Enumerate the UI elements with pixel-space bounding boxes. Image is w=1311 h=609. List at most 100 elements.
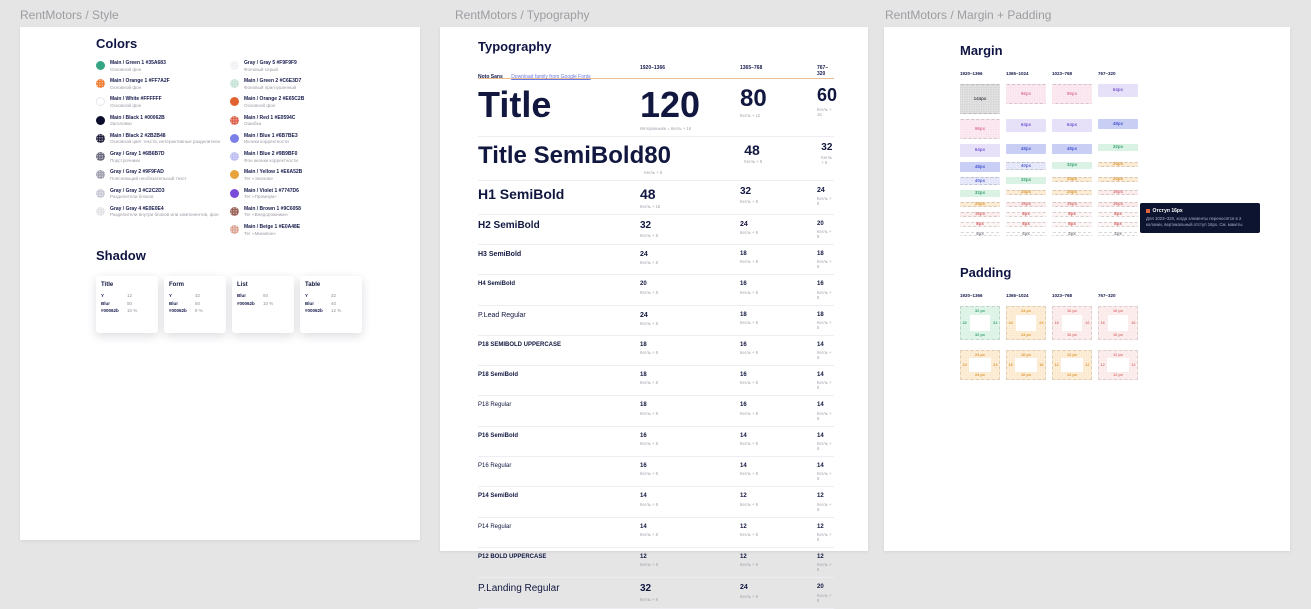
type-size-cell: 12 Кегль + 8 <box>817 493 834 511</box>
breakpoint-header-2: 1365–768 <box>740 65 763 71</box>
type-size-value: 24 <box>740 220 748 228</box>
type-size-caption: Кегль + 8 <box>744 159 763 165</box>
padding-value-pt: 24 px <box>975 352 985 357</box>
padding-box: 16 px 16 px 16 16 <box>1052 306 1092 340</box>
type-row: H3 SemiBold 24 Кегль + 8 18 Кегль + 8 18 Кегль… <box>478 245 834 276</box>
type-size-caption: Кегль + 16 <box>640 203 661 209</box>
type-size-value: 18 <box>740 250 747 257</box>
padding-value-pt: 16 px <box>1021 352 1031 357</box>
artboard-spacing[interactable]: Margin 1920–1366 1365–1024 1023–768 767–320… <box>884 27 1290 551</box>
shadow-prop-key: Y <box>101 293 105 298</box>
color-swatch-dot <box>96 97 105 107</box>
padding-box: 12 px 12 px 12 12 <box>1098 350 1138 380</box>
margin-value: 8px <box>1068 221 1076 227</box>
type-size-cell: 18 Кегль + 8 <box>740 251 817 264</box>
type-size-value: 12 <box>640 553 647 560</box>
type-size-caption: Кегль + 8 <box>740 531 758 537</box>
margin-value: 8px <box>1114 211 1122 217</box>
type-size-cell: 12 Кегль + 8 <box>817 554 834 572</box>
type-size-cell: 16 Кегль + 8 <box>640 433 740 446</box>
padding-value-pb: 16 px <box>1021 372 1031 378</box>
type-size-caption: Кегль + 8 <box>640 596 658 602</box>
color-swatch-name: Gray / Gray 1 #6B6B7D <box>110 151 165 158</box>
type-size-value: 80 <box>644 141 671 169</box>
padding-box-core <box>1016 315 1036 331</box>
type-size-value: 12 <box>740 553 747 560</box>
breakpoint-header: 767–320 <box>1098 71 1116 76</box>
shadow-prop-key: #00062b <box>169 308 187 314</box>
shadow-prop-key: #00062b <box>237 300 255 306</box>
color-swatch: Main / Black 1 #00062B Заголовки <box>96 115 226 127</box>
color-swatch-dot <box>230 79 239 89</box>
color-swatch-desc: Разделители внутри блоков или компоненто… <box>110 212 219 218</box>
type-size-caption: Кегль + 8 <box>821 155 833 166</box>
shadow-prop-key: #00062b <box>305 308 323 314</box>
margin-value: 48px <box>974 163 986 169</box>
type-size-caption: Кегль + 8 <box>817 410 832 421</box>
color-swatch-name: Main / Black 1 #00062B <box>110 114 165 121</box>
color-swatch-dot <box>230 133 239 143</box>
type-style-label: P14 SemiBold <box>478 493 519 500</box>
margin-value: 4px <box>1068 230 1076 236</box>
type-size-cell: 20 Кегль + 8 <box>817 221 834 239</box>
padding-value-pb: 16 px <box>1113 332 1123 338</box>
shadow-card-title: Form <box>169 282 184 288</box>
type-size-caption: Кегль + 8 <box>640 562 658 568</box>
margin-box: 24px <box>1052 177 1092 182</box>
type-row: P18 Regular 18 Кегль + 8 16 Кегль + 8 14 Кегль… <box>478 396 834 427</box>
type-size-caption: Кегль + 8 <box>817 196 832 207</box>
padding-box-core <box>1107 358 1129 372</box>
margin-value: 4px <box>1114 230 1122 236</box>
breakpoint-header: 1365–1024 <box>1006 293 1029 298</box>
margin-value: 32px <box>1112 144 1124 150</box>
type-row: P16 SemiBold 16 Кегль + 8 14 Кегль + 8 14 Кегл… <box>478 427 834 458</box>
color-swatch-desc: Фоновый серый <box>244 66 278 72</box>
padding-value-pt: 32 px <box>975 308 985 313</box>
type-size-caption: Кегль + 8 <box>740 199 758 205</box>
padding-box-core <box>970 315 990 331</box>
type-size-caption: Кегль + 8 <box>817 441 832 452</box>
margin-box: 64px <box>1052 119 1092 132</box>
breakpoint-header: 1920–1366 <box>960 293 983 298</box>
comment-pin-icon <box>1146 209 1150 213</box>
color-swatch-dot <box>96 206 105 216</box>
margin-box: 48px <box>1006 144 1046 154</box>
type-size-cell: 80 Кегль + 12 <box>740 86 817 118</box>
type-size-cell: 14 Кегль + 8 <box>740 463 817 476</box>
breakpoint-header: 767–320 <box>1098 293 1116 298</box>
type-size-cell: 24 Кегль + 8 <box>740 584 817 598</box>
frame-label-style[interactable]: RentMotors / Style <box>20 8 119 22</box>
color-list-left: Main / Green 1 #35A683 Основной фон Main /… <box>96 60 226 224</box>
color-swatch: Main / Green 2 #C6E3D7 Фоновый приглушенн… <box>230 78 405 90</box>
shadow-prop-key: Blur <box>237 293 246 298</box>
type-size-value: 18 <box>740 311 747 318</box>
type-size-value: 14 <box>640 523 647 530</box>
shadow-prop-value: 10 % <box>127 308 138 314</box>
shadow-card-title: Table <box>305 282 321 288</box>
font-download-link[interactable]: Download family from Google Fonts <box>511 74 591 80</box>
artboard-typography[interactable]: Typography Noto Sans Download family fro… <box>440 27 868 609</box>
padding-value-pt: 12 px <box>1113 352 1123 357</box>
comment-card[interactable]: Отступ 16px Для 1023–320, когда элементы… <box>1140 203 1260 233</box>
margin-value: 24px <box>1020 189 1032 195</box>
color-swatch-dot <box>230 225 239 235</box>
type-size-caption: Кегль + 8 <box>817 350 832 361</box>
type-size-cell: 80 Кегль + 8 <box>644 143 744 175</box>
padding-value-pb: 32 px <box>975 332 985 338</box>
padding-row: 24 px 24 px 24 24 16 px 16 px 16 16 12 px 12 px 12… <box>960 350 1138 380</box>
breakpoint-header-3: 767–320 <box>817 65 829 77</box>
margin-value: 40px <box>974 177 986 183</box>
frame-label-typography[interactable]: RentMotors / Typography <box>455 8 590 22</box>
type-size-cell: 14 Кегль + 8 <box>640 524 740 537</box>
type-size-caption: Кегль + 8 <box>817 562 832 573</box>
artboard-style[interactable]: Colors Main / Green 1 #35A683 Основной фо… <box>20 27 420 540</box>
color-swatch-name: Gray / Gray 2 #9F9FAD <box>110 169 164 176</box>
color-swatch: Main / Red 1 #E0594C Ошибка <box>230 115 405 127</box>
frame-label-spacing[interactable]: RentMotors / Margin + Padding <box>885 8 1052 22</box>
padding-box-core <box>1062 315 1082 331</box>
margin-value: 4px <box>976 230 984 236</box>
type-size-caption: Кегль + 8 <box>640 501 658 507</box>
type-size-cell: 14 Кегль + 8 <box>817 342 834 360</box>
padding-value-pr: 12 <box>1085 362 1090 368</box>
